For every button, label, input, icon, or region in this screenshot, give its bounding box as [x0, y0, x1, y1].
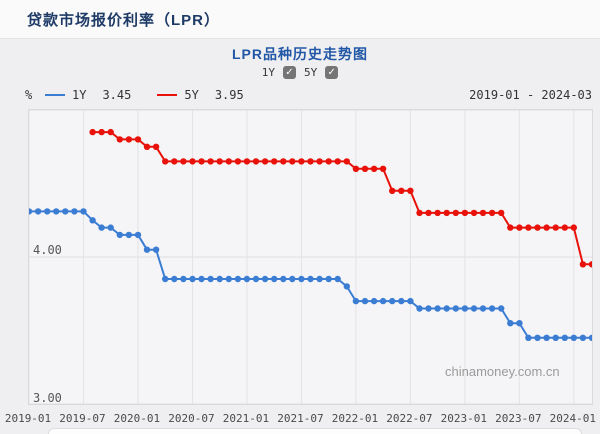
x-tick-label: 2022-07 — [386, 412, 433, 425]
legend-value-5y: 3.95 — [214, 88, 244, 102]
checkbox-5y[interactable]: ✓ — [325, 65, 339, 79]
watermark: chinamoney.com.cn — [445, 364, 560, 379]
x-tick-label: 2021-01 — [222, 412, 270, 425]
x-tick-label: 2023-01 — [440, 412, 488, 425]
legend-line-5y-icon — [157, 94, 178, 96]
x-tick-label: 2023-07 — [495, 412, 542, 425]
date-range-label: 2019-01 - 2024-03 — [469, 88, 592, 102]
chart-scrollbar[interactable] — [48, 428, 582, 434]
page-title: 贷款市场报价利率（LPR） — [27, 12, 221, 29]
y-axis-unit-label: % — [25, 88, 33, 102]
x-tick-label: 2024-01 — [549, 412, 597, 425]
x-tick-label: 2019-07 — [59, 412, 106, 425]
y-grid-label-3: 3.00 — [33, 391, 62, 405]
legend-row: % 1Y 3.45 5Y 3.95 2019-01 - 2024-03 — [0, 88, 600, 104]
legend-items: 1Y 3.45 5Y 3.95 — [45, 88, 270, 102]
lpr-chart-svg[interactable] — [29, 110, 592, 404]
x-tick-label: 2020-01 — [113, 412, 161, 425]
checkbox-1y-label: 1Y — [261, 65, 275, 79]
series-toggle-row: 1Y ✓ 5Y ✓ — [0, 63, 600, 81]
chart-title: LPR品种历史走势图 — [232, 46, 368, 62]
x-tick-label: 2021-07 — [277, 412, 324, 425]
legend-item-5y: 5Y 3.95 — [157, 88, 244, 102]
title-bar: 贷款市场报价利率（LPR） — [0, 0, 600, 39]
legend-line-1y-icon — [45, 94, 65, 96]
x-tick-label: 2020-07 — [168, 412, 215, 425]
checkbox-1y[interactable]: ✓ — [283, 65, 296, 79]
x-axis-labels: 2019-01 2019-07 2020-01 2020-07 2021-01 2021-… — [0, 412, 600, 426]
legend-name-5y: 5Y — [184, 88, 199, 102]
plot-area[interactable] — [28, 109, 593, 405]
y-grid-label-4: 4.00 — [33, 243, 62, 257]
legend-value-1y: 3.45 — [102, 88, 132, 102]
legend-name-1y: 1Y — [72, 88, 87, 102]
legend-item-1y: 1Y 3.45 — [45, 88, 131, 102]
x-tick-label: 2022-01 — [331, 412, 379, 425]
x-tick-label: 2019-01 — [4, 412, 52, 425]
checkbox-5y-label: 5Y — [304, 65, 318, 79]
